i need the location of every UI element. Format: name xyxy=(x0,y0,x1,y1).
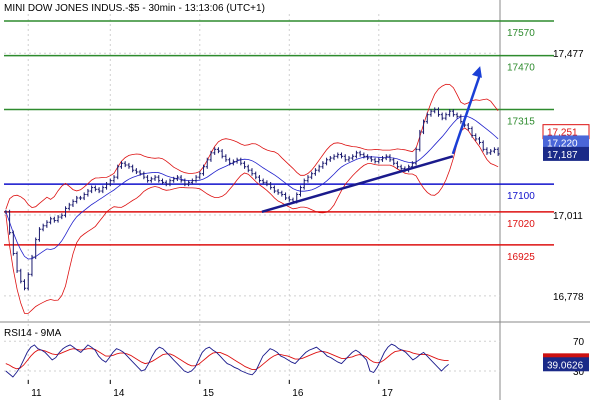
rsi-tick-label: 30 xyxy=(573,367,585,378)
rsi-title: RSI14 - 9MA xyxy=(4,328,62,339)
x-tick-label: 11 xyxy=(31,388,42,399)
price-tag: 17,220 xyxy=(547,138,578,149)
y-tick-label: 17,011 xyxy=(553,211,583,222)
x-tick-label: 17 xyxy=(382,388,394,399)
price-tag: 17,251 xyxy=(547,128,578,139)
rsi-line xyxy=(5,343,449,378)
level-label-17570: 17570 xyxy=(507,28,535,39)
level-label-17020: 17020 xyxy=(507,219,535,230)
rsi-value-tag-bg xyxy=(543,357,589,372)
rsi-tick-label: 70 xyxy=(573,337,585,348)
bollinger-lower xyxy=(5,127,499,314)
bollinger-upper xyxy=(5,83,499,210)
rsi-ma-line xyxy=(5,348,449,371)
x-tick-label: 16 xyxy=(292,388,304,399)
chart-title: MINI DOW JONES INDUS.-$5 - 30min - 13:13… xyxy=(4,3,265,14)
rsi-panel: 703044.351939.0626 xyxy=(4,337,589,378)
level-label-17100: 17100 xyxy=(507,191,535,202)
y-tick-label: 17,477 xyxy=(553,49,584,60)
price-tag: 17,187 xyxy=(547,150,578,161)
rsi-value-tag: 39.0626 xyxy=(547,360,584,371)
level-label-17470: 17470 xyxy=(507,63,535,74)
x-tick-label: 14 xyxy=(113,388,125,399)
y-tick-label: 16,778 xyxy=(553,292,584,303)
price-tag-bg xyxy=(543,135,589,150)
trendline xyxy=(261,155,454,214)
projection-arrow-head xyxy=(471,66,482,78)
price-tag-bg xyxy=(543,146,589,161)
level-label-17315: 17315 xyxy=(507,116,535,127)
projection-arrow xyxy=(451,73,482,155)
x-tick-label: 15 xyxy=(203,388,215,399)
level-label-16925: 16925 xyxy=(507,252,535,263)
